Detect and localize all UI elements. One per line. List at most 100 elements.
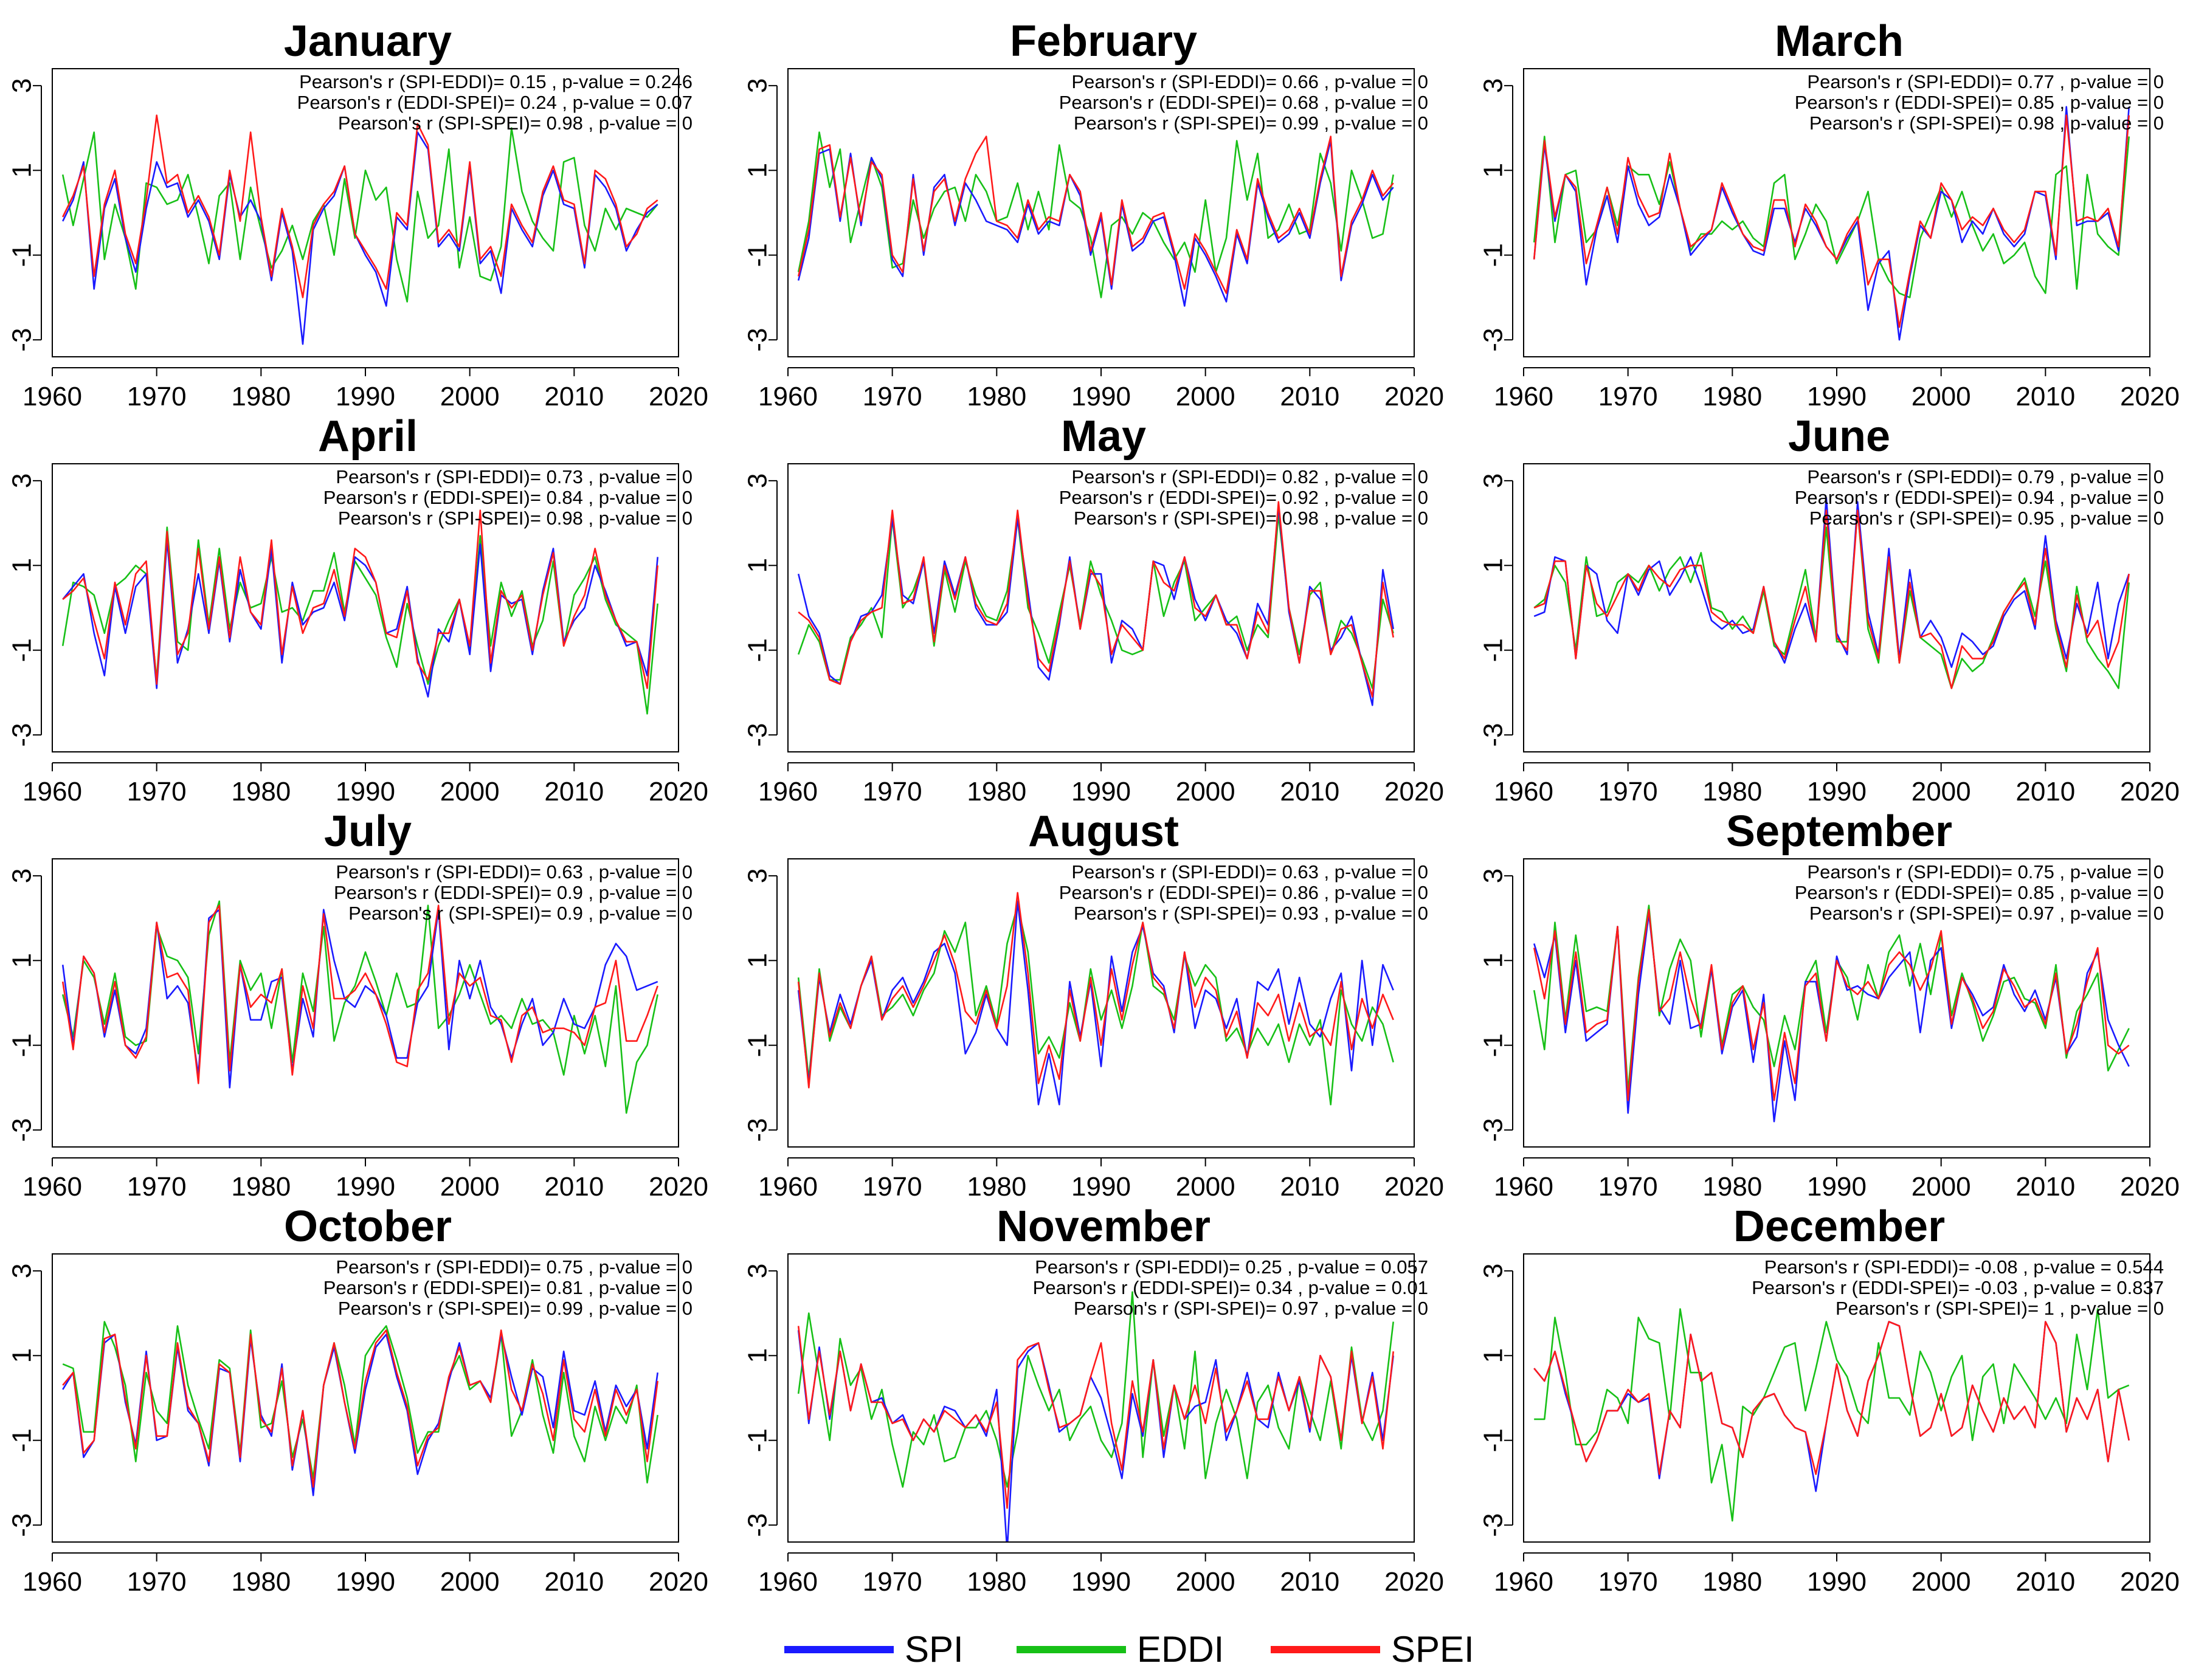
- panel-title: May: [1060, 412, 1147, 461]
- x-tick-label: 1970: [127, 1567, 187, 1597]
- pearson-stat: Pearson's r (SPI-SPEI)= 0.97 , p-value =…: [1809, 903, 2164, 924]
- panel-title: June: [1787, 412, 1891, 461]
- y-tick-label: -3: [743, 1118, 773, 1142]
- pearson-stat: Pearson's r (SPI-EDDI)= 0.79 , p-value =…: [1807, 466, 2164, 487]
- x-tick-label: 1990: [336, 1567, 395, 1597]
- x-tick-label: 2010: [2015, 777, 2075, 807]
- x-tick-label: 2010: [544, 382, 604, 411]
- pearson-stat: Pearson's r (EDDI-SPEI)= 0.94 , p-value …: [1794, 487, 2164, 508]
- y-tick-label: -3: [7, 328, 37, 352]
- x-tick-label: 1980: [231, 777, 291, 807]
- plot-frame: [52, 463, 679, 752]
- panel-title: April: [317, 412, 418, 461]
- x-tick-label: 1970: [863, 382, 922, 411]
- x-tick-label: 2010: [544, 1567, 604, 1597]
- x-tick-label: 2020: [2120, 777, 2180, 807]
- pearson-stat: Pearson's r (SPI-SPEI)= 0.97 , p-value =…: [1073, 1298, 1428, 1319]
- plot-february: 1960 1970 1980 1990 2000 2010 2020 -3 -1 1 3: [743, 68, 1444, 411]
- x-tick-label: 1980: [1702, 777, 1762, 807]
- x-tick-label: 1970: [1598, 382, 1658, 411]
- plot-june: 1960 1970 1980 1990 2000 2010 2020 -3 -1 1 3: [1479, 463, 2180, 807]
- plot-july: 1960 1970 1980 1990 2000 2010 2020 -3 -1 1 3: [7, 858, 708, 1202]
- y-tick-label: 1: [1479, 953, 1508, 968]
- y-tick-label: 1: [743, 163, 773, 177]
- series-line-spi: [797, 1330, 1394, 1541]
- series-line-spi: [797, 900, 1394, 1106]
- series-line-spi: [797, 505, 1394, 706]
- legend-swatch-eddi: [1017, 1646, 1126, 1653]
- series-line-spei: [61, 904, 658, 1084]
- x-tick-label: 1990: [1807, 1172, 1867, 1202]
- x-tick-label: 2020: [2120, 1567, 2180, 1597]
- x-tick-label: 1960: [1494, 777, 1553, 807]
- x-tick-label: 1980: [231, 1172, 291, 1202]
- pearson-stat: Pearson's r (SPI-EDDI)= 0.63 , p-value =…: [1071, 861, 1428, 883]
- pearson-stat: Pearson's r (SPI-EDDI)= -0.08 , p-value …: [1764, 1256, 2164, 1278]
- series-line-spei: [62, 1329, 658, 1488]
- x-tick-label: 1960: [22, 1172, 82, 1202]
- pearson-stat: Pearson's r (EDDI-SPEI)= 0.81 , p-value …: [323, 1277, 692, 1298]
- x-tick-label: 1980: [231, 1567, 291, 1597]
- x-tick-label: 2010: [1280, 777, 1339, 807]
- pearson-stat: Pearson's r (SPI-SPEI)= 0.98 , p-value =…: [337, 112, 692, 134]
- x-tick-label: 2000: [1176, 777, 1235, 807]
- pearson-stat: Pearson's r (SPI-EDDI)= 0.15 , p-value =…: [299, 71, 692, 92]
- panel-november: November 1960 1970 1980 1990 2000 2010 2020 -3 -1…: [736, 1185, 1471, 1597]
- pearson-stat: Pearson's r (SPI-SPEI)= 0.95 , p-value =…: [1809, 508, 2164, 529]
- panel-may: May 1960 1970 1980 1990 2000 2010 2020 -3 -1 1 3 Pea…: [736, 395, 1471, 807]
- x-tick-label: 1980: [967, 1567, 1026, 1597]
- x-tick-label: 1980: [967, 777, 1026, 807]
- series-line-spei: [1533, 509, 2130, 689]
- pearson-stat: Pearson's r (EDDI-SPEI)= 0.24 , p-value …: [297, 92, 692, 113]
- pearson-stat: Pearson's r (SPI-SPEI)= 0.99 , p-value =…: [337, 1298, 692, 1319]
- series-line-eddi: [797, 904, 1394, 1106]
- x-tick-label: 1970: [127, 777, 187, 807]
- y-tick-label: -1: [1479, 1428, 1508, 1452]
- plot-september: 1960 1970 1980 1990 2000 2010 2020 -3 -1 1 3: [1479, 858, 2180, 1202]
- series-line-eddi: [1534, 1308, 2130, 1522]
- x-tick-label: 2000: [1176, 1567, 1235, 1597]
- y-tick-label: 3: [7, 1264, 37, 1278]
- pearson-stat: Pearson's r (EDDI-SPEI)= -0.03 , p-value…: [1752, 1277, 2164, 1298]
- x-tick-label: 1960: [1494, 1567, 1553, 1597]
- x-tick-label: 1960: [758, 1567, 818, 1597]
- plot-frame: [52, 68, 679, 357]
- plot-march: 1960 1970 1980 1990 2000 2010 2020 -3 -1 1 3: [1479, 68, 2180, 411]
- pearson-stat: Pearson's r (EDDI-SPEI)= 0.92 , p-value …: [1059, 487, 1428, 508]
- x-tick-label: 2010: [2015, 1172, 2075, 1202]
- panel-october: October 1960 1970 1980 1990 2000 2010 2020 -3 -1 1…: [0, 1185, 736, 1597]
- series-line-spei: [798, 501, 1394, 698]
- x-tick-label: 2000: [440, 382, 500, 411]
- panel-title: January: [283, 17, 452, 66]
- x-tick-label: 2020: [1384, 1172, 1444, 1202]
- x-tick-label: 2020: [1384, 777, 1444, 807]
- series-line-spei: [1533, 1321, 2130, 1475]
- x-tick-label: 1980: [1702, 1567, 1762, 1597]
- x-tick-label: 1960: [22, 777, 82, 807]
- y-tick-label: -3: [743, 723, 773, 747]
- x-tick-label: 1990: [1071, 1567, 1131, 1597]
- legend: SPI EDDI SPEI: [0, 1617, 2207, 1678]
- y-tick-label: -3: [743, 1513, 773, 1537]
- legend-label-spei: SPEI: [1391, 1629, 1474, 1670]
- panel-title: February: [1009, 17, 1198, 66]
- series-line-eddi: [1533, 509, 2130, 689]
- pearson-stat: Pearson's r (SPI-EDDI)= 0.75 , p-value =…: [336, 1256, 692, 1278]
- y-tick-label: -3: [1479, 328, 1508, 352]
- x-tick-label: 1990: [1071, 1172, 1131, 1202]
- x-tick-label: 1990: [336, 382, 395, 411]
- panel-december: December 1960 1970 1980 1990 2000 2010 2020 -3 -1…: [1471, 1185, 2207, 1597]
- series-line-spi: [62, 1334, 658, 1496]
- y-tick-label: 3: [743, 473, 773, 488]
- x-tick-label: 2010: [544, 777, 604, 807]
- x-tick-label: 2000: [1912, 1567, 1971, 1597]
- y-tick-label: -1: [7, 243, 37, 267]
- y-tick-label: -1: [1479, 243, 1508, 267]
- y-tick-label: 1: [7, 953, 37, 968]
- x-tick-label: 2000: [1912, 777, 1971, 807]
- y-tick-label: 1: [7, 558, 37, 573]
- panel-title: December: [1733, 1202, 1946, 1251]
- x-tick-label: 2000: [1176, 382, 1235, 411]
- y-tick-label: 1: [743, 953, 773, 968]
- x-tick-label: 2000: [1176, 1172, 1235, 1202]
